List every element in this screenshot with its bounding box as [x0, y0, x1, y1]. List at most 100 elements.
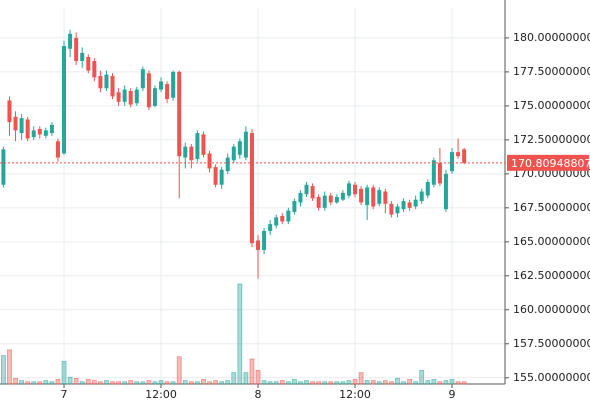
candle-body [462, 149, 467, 163]
candle-body [49, 124, 54, 134]
candle-body [62, 46, 67, 154]
candle-body [334, 196, 339, 203]
candle-body [207, 153, 212, 169]
candle-body [225, 157, 230, 172]
candle-body [395, 206, 400, 214]
volume-bar [370, 380, 376, 385]
candle-body [231, 146, 236, 161]
candle-body [437, 162, 442, 184]
volume-bar [194, 381, 200, 385]
volume-bar [255, 369, 261, 385]
y-tick-label: 172.50000000 [513, 133, 590, 146]
volume-bar [67, 376, 73, 385]
volume-bar [85, 379, 91, 385]
candle-body [371, 187, 376, 207]
y-tick-label: 175.00000000 [513, 99, 590, 112]
candle-body [134, 89, 139, 104]
candle-body [146, 73, 151, 108]
y-tick-label: 177.50000000 [513, 65, 590, 78]
candle-body [43, 130, 48, 136]
volume-bar [213, 380, 218, 385]
volume-bar [176, 356, 182, 385]
volume-bar [128, 380, 134, 385]
volume-bar [170, 381, 176, 385]
volume-bar [31, 381, 37, 385]
candle-body [237, 141, 242, 155]
candle-body [25, 119, 30, 139]
x-tick-label: 12:00 [145, 388, 177, 401]
candle-body [110, 75, 115, 97]
candle-body [280, 215, 285, 222]
x-tick-label: 8 [255, 388, 262, 401]
volume-bar [49, 381, 55, 385]
volume-bar [37, 381, 43, 385]
volume-bar [134, 381, 140, 385]
candle-body [195, 133, 200, 159]
volume-bar [146, 380, 152, 385]
volume-bar [304, 380, 309, 385]
candle-body [310, 186, 315, 199]
candle-body [359, 188, 364, 203]
candle-body [292, 201, 297, 212]
candle-body [122, 89, 127, 102]
volume-bar [425, 380, 431, 385]
volume-bar [334, 381, 340, 385]
candle-body [407, 202, 412, 208]
candle-body [431, 160, 436, 185]
volume-bar [382, 380, 388, 385]
candle-body [268, 224, 273, 231]
candle-body [183, 146, 188, 158]
candle-body [159, 81, 164, 90]
candle-body [353, 184, 358, 195]
candle-body [80, 52, 85, 62]
volume-bar [431, 379, 437, 385]
volume-bar [164, 381, 170, 385]
volume-bar [455, 381, 461, 385]
volume-bar [273, 381, 279, 385]
volume-bar [219, 381, 225, 385]
candle-body [98, 75, 103, 89]
volume-bar [352, 379, 358, 385]
volume-bar [285, 381, 291, 385]
candle-body [86, 56, 91, 71]
volume-bar [316, 381, 322, 385]
volume-bar [73, 377, 79, 385]
candle-body [304, 184, 309, 195]
candle-body [286, 210, 291, 222]
volume-bar [388, 381, 394, 385]
volume-bar [322, 381, 328, 385]
volume-bar [401, 381, 406, 385]
volume-bar [328, 381, 334, 385]
candle-body [128, 90, 133, 105]
last-price-label: 170.80948807 [511, 157, 590, 170]
volume-bar [152, 381, 158, 385]
volume-bar [419, 369, 425, 385]
x-tick-label: 12:00 [339, 388, 371, 401]
candle-body [346, 183, 351, 196]
candle-body [201, 134, 206, 155]
volume-bar [298, 381, 303, 385]
candle-body [55, 141, 60, 158]
candle-body [328, 195, 333, 203]
candle-body [450, 152, 455, 172]
candle-body [365, 187, 370, 206]
volume-bar [407, 379, 412, 385]
candle-body [249, 133, 254, 244]
candle-body [171, 71, 176, 98]
candle-body [456, 152, 461, 157]
candle-body [92, 61, 97, 78]
candle-body [262, 230, 267, 250]
volume-bar [358, 372, 364, 385]
volume-bar [413, 381, 419, 385]
volume-bar [237, 283, 243, 385]
volume-bar [104, 380, 109, 385]
volume-bar [110, 381, 115, 385]
volume-bar [310, 381, 315, 385]
volume-bar [395, 377, 400, 385]
candle-body [274, 217, 279, 226]
volume-bar [7, 349, 12, 385]
candle-body [413, 199, 418, 207]
volume-bar [201, 379, 206, 385]
volume-bar [0, 355, 6, 385]
candle-body [389, 203, 394, 215]
